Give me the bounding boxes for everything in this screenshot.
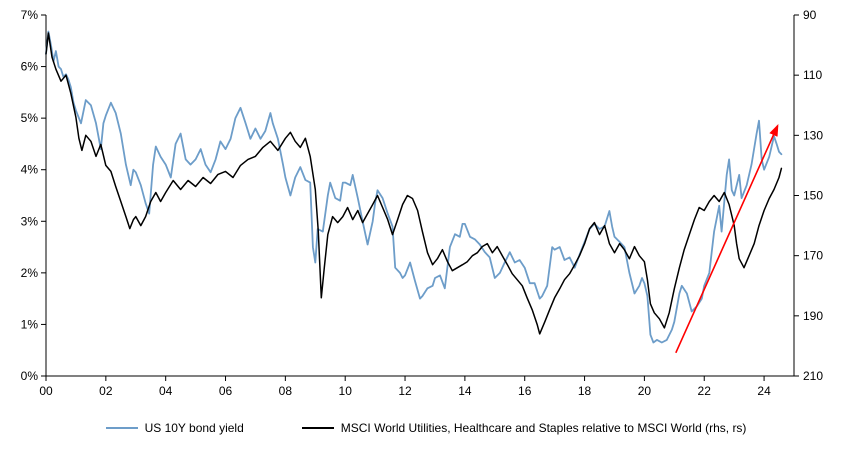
right-tick-label: 170 bbox=[803, 249, 823, 263]
trend-arrow bbox=[675, 124, 779, 354]
legend-label-msci-relative: MSCI World Utilities, Healthcare and Sta… bbox=[340, 421, 747, 435]
x-tick-label: 08 bbox=[279, 384, 293, 398]
left-tick-label: 4% bbox=[21, 163, 39, 177]
right-axis: 90 110 130 150 170 190 210 bbox=[794, 8, 823, 383]
x-tick-label: 10 bbox=[339, 384, 353, 398]
legend-item-msci-relative: MSCI World Utilities, Healthcare and Sta… bbox=[301, 421, 747, 435]
x-tick-label: 18 bbox=[578, 384, 592, 398]
series-line-msci-relative bbox=[45, 32, 783, 335]
x-axis: 00 02 04 06 08 10 12 14 16 18 20 22 24 bbox=[39, 376, 771, 398]
x-tick-label: 24 bbox=[757, 384, 771, 398]
chart-canvas: 0% 1% 2% 3% 4% 5% 6% 7% 90 110 130 150 170 190 210 00 02… bbox=[21, 8, 824, 398]
left-tick-label: 0% bbox=[21, 369, 39, 383]
left-tick-label: 1% bbox=[21, 317, 39, 331]
x-tick-label: 20 bbox=[638, 384, 652, 398]
left-tick-label: 2% bbox=[21, 266, 39, 280]
x-tick-label: 02 bbox=[99, 384, 113, 398]
right-tick-label: 210 bbox=[803, 369, 823, 383]
right-tick-label: 190 bbox=[803, 309, 823, 323]
series-line-us-10y bbox=[45, 30, 783, 344]
x-tick-label: 06 bbox=[219, 384, 233, 398]
left-tick-label: 5% bbox=[21, 111, 39, 125]
right-tick-label: 130 bbox=[803, 128, 823, 142]
x-tick-label: 00 bbox=[39, 384, 53, 398]
x-tick-label: 16 bbox=[518, 384, 532, 398]
left-tick-label: 6% bbox=[21, 60, 39, 74]
x-tick-label: 22 bbox=[698, 384, 712, 398]
right-tick-label: 90 bbox=[803, 8, 817, 22]
left-axis: 0% 1% 2% 3% 4% 5% 6% 7% bbox=[21, 8, 46, 383]
x-tick-label: 04 bbox=[159, 384, 173, 398]
left-tick-label: 3% bbox=[21, 214, 39, 228]
x-tick-label: 12 bbox=[398, 384, 412, 398]
x-tick-label: 14 bbox=[458, 384, 472, 398]
chart-area: 0% 1% 2% 3% 4% 5% 6% 7% 90 110 130 150 170 190 210 00 02… bbox=[21, 8, 824, 398]
right-tick-label: 150 bbox=[803, 189, 823, 203]
right-tick-label: 110 bbox=[803, 68, 822, 82]
left-tick-label: 7% bbox=[21, 8, 39, 22]
legend-label-us-10y: US 10Y bond yield bbox=[144, 421, 244, 435]
legend-item-us-10y: US 10Y bond yield bbox=[105, 421, 244, 435]
legend: US 10Y bond yield MSCI World Utilities, … bbox=[0, 421, 852, 435]
black-line-sample-icon bbox=[301, 427, 334, 429]
blue-line-sample-icon bbox=[105, 427, 138, 429]
